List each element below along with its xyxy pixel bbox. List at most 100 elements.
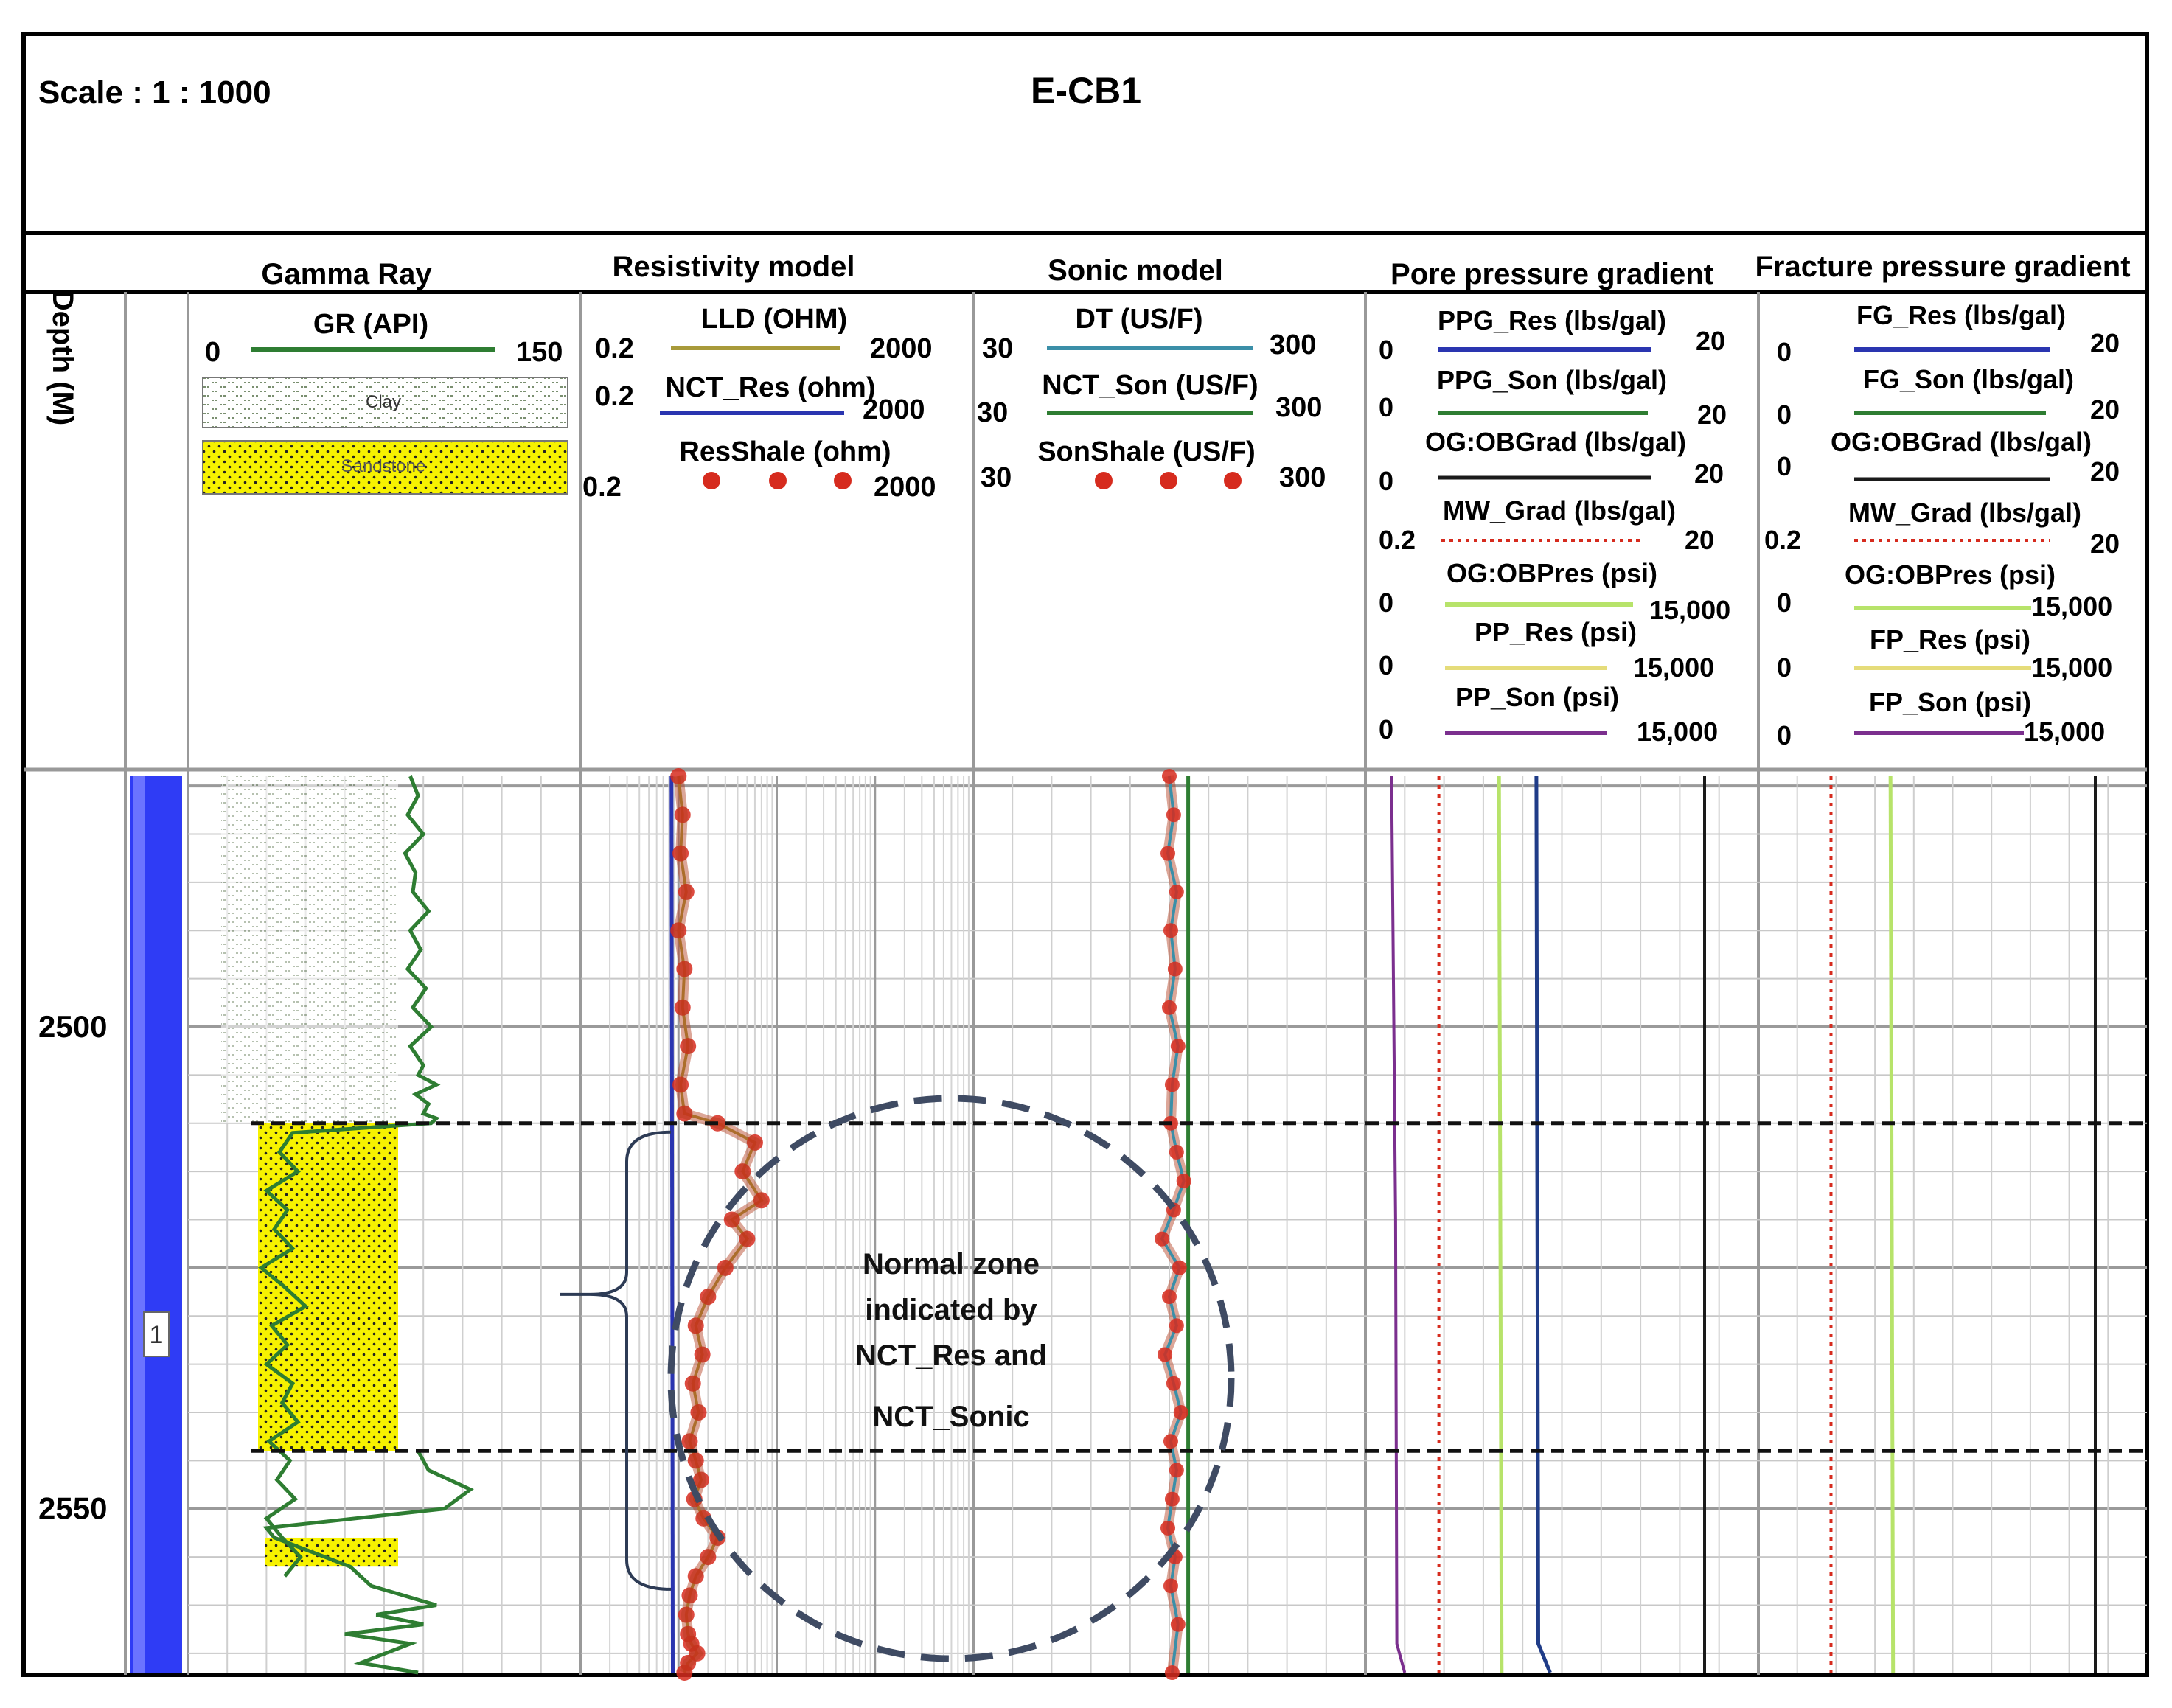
pp-son-curve [1390,775,1407,1673]
resshale-point [739,1230,756,1247]
legend-ppres-min: 0 [1379,650,1393,680]
legend-resshale-max: 2000 [874,472,936,503]
resshale-point [672,1076,689,1093]
legend-nctson-min: 30 [977,397,1008,428]
log-curves [257,768,2097,1681]
depth-axis-label: Depth (M) [46,290,79,425]
legend-resistivity: LLD (OHM) 0.2 2000 NCT_Res (ohm) 0.2 200… [582,304,936,503]
legend-sonshale-dot [1160,472,1177,489]
zone-label-box [143,1311,170,1357]
legend-nctres-min: 0.2 [595,381,634,412]
legend-nctres-name: NCT_Res (ohm) [665,372,875,403]
legend-lld-name: LLD (OHM) [701,304,847,335]
legend-fpson-min: 0 [1777,720,1792,750]
resshale-point [734,1163,751,1180]
resshale-point [670,922,687,939]
legend-resshale-min: 0.2 [582,472,622,503]
resshale-point [687,1317,704,1334]
resshale-point [680,1038,697,1055]
legend-ppgob-name: OG:OBGrad (lbs/gal) [1425,427,1686,457]
sonshale-point [1169,1318,1184,1334]
legend-dt-max: 300 [1270,330,1316,360]
resshale-point [678,883,695,900]
legend-ppson-name: PP_Son (psi) [1455,682,1619,712]
legend-ppg: PPG_Res (lbs/gal) 0 20 PPG_Son (lbs/gal)… [1379,305,1730,747]
scale-label: Scale : 1 : 1000 [38,74,271,111]
legend-ppgres-name: PPG_Res (lbs/gal) [1438,305,1666,335]
track-title-ppg: Pore pressure gradient [1390,258,1713,290]
legend-ppgobp-min: 0 [1379,588,1393,618]
legend-fgob-name: OG:OBGrad (lbs/gal) [1831,427,2092,457]
sonshale-point [1160,1520,1176,1536]
legend-resshale-dot [769,472,787,489]
legend-nctson-name: NCT_Son (US/F) [1042,370,1258,401]
resshale-point [700,1549,717,1566]
resshale-point [694,1346,711,1363]
legend-fgres-min: 0 [1777,337,1792,367]
legend-fgmw-max: 20 [2090,529,2120,559]
legend-nctson-max: 300 [1275,392,1322,423]
clay-fill [221,776,398,1123]
sonshale-point [1164,1491,1180,1507]
sonshale-point [1172,1260,1187,1275]
legend-gr-min: 0 [205,337,220,368]
legend-lld-max: 2000 [870,333,933,364]
sonshale-point [1169,1463,1184,1478]
figure-frame [21,32,2149,1677]
well-name: E-CB1 [1031,70,1141,111]
depth-tick-label: 2550 [38,1491,107,1526]
resshale-point [670,768,687,784]
depth-tick-label: 2500 [38,1009,107,1044]
zone-bracket [589,1130,672,1591]
legend-fgson-min: 0 [1777,400,1792,430]
sonshale-point [1170,1039,1186,1054]
legend-fgob-max: 20 [2090,456,2120,487]
sonshale-point [1169,884,1184,899]
sonshale-point [1155,1231,1170,1247]
legend-ppgob-max: 20 [1694,459,1724,489]
track-title-sonic: Sonic model [1048,254,1223,287]
track-title-gamma: Gamma Ray [261,258,432,290]
legend-ppgobp-name: OG:OBPres (psi) [1447,558,1657,588]
gr-curve [257,775,441,1578]
resshale-point [678,1606,695,1623]
sonshale-point [1163,1578,1178,1594]
legend-fgobp-name: OG:OBPres (psi) [1845,560,2056,590]
legend-lld-min: 0.2 [595,333,634,364]
resshale-trace [673,775,769,1675]
resshale-point [672,845,689,862]
resshale-point [753,1192,770,1209]
ob-pres-curve [1497,775,1504,1673]
resshale-point [676,1105,693,1122]
legend-sandstone-label: Sandstone [341,456,426,476]
resshale-point [676,1665,693,1681]
legend-ppres-max: 15,000 [1633,652,1714,683]
ppg-res-curve [1534,775,1552,1673]
legend-fg: FG_Res (lbs/gal) 0 20 FG_Son (lbs/gal) 0… [1764,300,2120,750]
annotation-overlay [251,1095,2147,1662]
sonshale-point [1166,1376,1181,1391]
legend-ppgson-min: 0 [1379,392,1393,422]
legend-ppgres-max: 20 [1696,326,1725,356]
legend-ppgres-min: 0 [1379,335,1393,365]
resshale-point [681,1587,698,1604]
legend-fgres-max: 20 [2090,328,2120,358]
legend-ppgson-name: PPG_Son (lbs/gal) [1437,365,1667,395]
legend-fpres-max: 15,000 [2031,652,2112,683]
sonshale-point [1169,1144,1184,1160]
legend-sonshale-dot [1095,472,1113,489]
resshale-point [674,806,691,823]
legend-fpson-name: FP_Son (psi) [1869,687,2031,717]
resshale-point [684,1375,701,1392]
sonshale-point [1173,1404,1188,1420]
annotation-line-3: NCT_Res and [855,1339,1047,1372]
legend-ppgson-max: 20 [1697,400,1727,430]
resshale-point [674,999,691,1016]
resshale-point [676,961,693,977]
legend-sonic: DT (US/F) 30 300 NCT_Son (US/F) 30 300 S… [977,304,1326,493]
resshale-point [690,1404,707,1421]
legend-gr-name: GR (API) [313,309,428,340]
annotation-line-2: indicated by [865,1294,1037,1326]
legend-fpres-min: 0 [1777,652,1792,683]
